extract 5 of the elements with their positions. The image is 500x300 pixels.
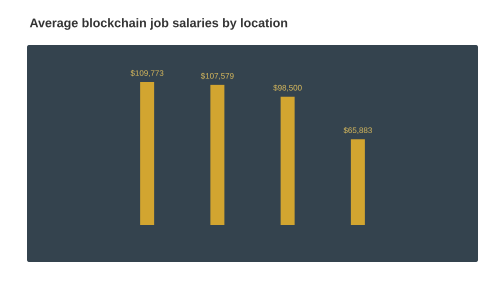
bar bbox=[140, 82, 154, 225]
bar bbox=[280, 96, 295, 225]
bar bbox=[210, 84, 224, 225]
bar bbox=[350, 139, 365, 225]
chart-title: Average blockchain job salaries by location bbox=[30, 18, 288, 30]
